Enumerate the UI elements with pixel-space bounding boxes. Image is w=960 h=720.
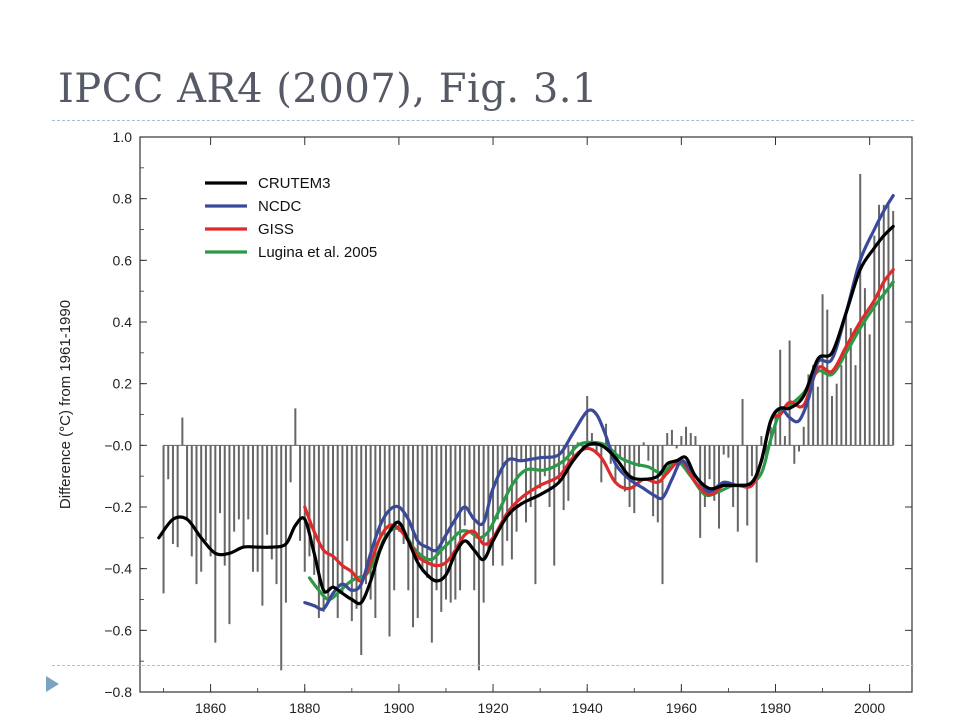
x-tick-label: 1880: [289, 700, 320, 716]
title-divider: [52, 120, 914, 121]
series-lines: [157, 194, 895, 611]
anomaly-bars: [162, 174, 895, 671]
bullet-arrow-icon: [46, 676, 59, 692]
y-tick-label: 0.8: [113, 191, 133, 207]
legend-label: GISS: [258, 221, 294, 238]
legend-label: Lugina et al. 2005: [258, 244, 377, 261]
plot-frame: [139, 136, 913, 693]
legend: CRUTEM3 NCDC GISS Lugina et al. 2005: [205, 175, 377, 261]
x-tick-label: 1980: [760, 700, 791, 716]
y-axis-label: Difference (°C) from 1961-1990: [57, 300, 74, 509]
y-tick-label: 0.4: [113, 314, 133, 330]
y-tick-label: 0.6: [113, 252, 133, 268]
y-tick-label: −0.4: [104, 561, 132, 577]
legend-label: NCDC: [258, 198, 301, 215]
y-tick-label: −0.0: [104, 437, 132, 453]
x-tick-label: 2000: [854, 700, 885, 716]
series-line-ncdc: [303, 194, 895, 611]
x-tick-label: 1900: [383, 700, 414, 716]
y-axis: 1.0 0.8 0.6 0.4 0.2 −0.0 −0.2 −0.4 −0.6 −0.8: [104, 129, 912, 700]
x-tick-label: 1960: [666, 700, 697, 716]
series-line-crutem3: [157, 224, 895, 606]
x-tick-label: 1920: [477, 700, 508, 716]
x-tick-label: 1860: [195, 700, 226, 716]
x-tick-label: 1940: [572, 700, 603, 716]
x-axis: 1860 1880 1900 1920 1940 1960 1980 2000: [163, 137, 885, 716]
y-tick-label: −0.2: [104, 499, 132, 515]
y-tick-label: −0.6: [104, 622, 132, 638]
series-line-giss: [303, 268, 895, 583]
y-tick-label: −0.8: [104, 684, 132, 700]
y-tick-label: 1.0: [113, 129, 133, 145]
y-tick-label: 0.2: [113, 376, 133, 392]
footer-divider: [52, 665, 914, 666]
slide-title: IPCC AR4 (2007), Fig. 3.1: [58, 66, 598, 112]
legend-label: CRUTEM3: [258, 175, 331, 192]
